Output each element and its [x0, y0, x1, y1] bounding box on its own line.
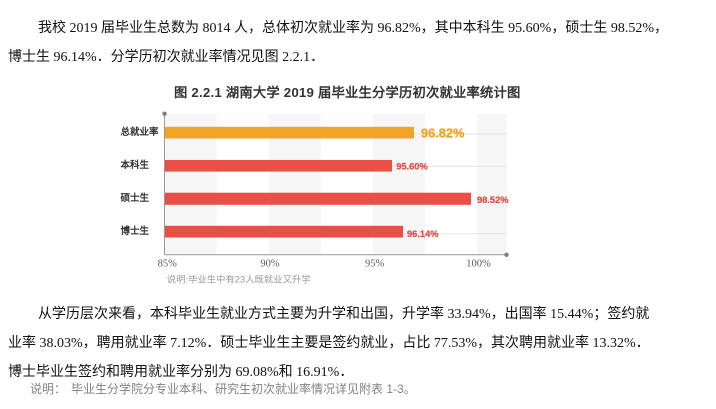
svg-text:说明:毕业生中有23人既就业又升学: 说明:毕业生中有23人既就业又升学: [167, 273, 311, 284]
svg-text:100%: 100%: [466, 258, 491, 269]
svg-text:总就业率: 总就业率: [121, 126, 160, 138]
svg-text:96.82%: 96.82%: [421, 126, 465, 141]
svg-text:95%: 95%: [365, 258, 385, 269]
svg-text:98.52%: 98.52%: [477, 195, 509, 205]
svg-text:90%: 90%: [260, 258, 280, 269]
svg-text:本科生: 本科生: [121, 159, 150, 171]
svg-text:96.14%: 96.14%: [407, 229, 439, 239]
svg-text:博士生: 博士生: [121, 225, 150, 237]
svg-text:85%: 85%: [158, 258, 178, 269]
svg-text:95.60%: 95.60%: [396, 161, 428, 171]
svg-text:硕士生: 硕士生: [121, 192, 150, 204]
